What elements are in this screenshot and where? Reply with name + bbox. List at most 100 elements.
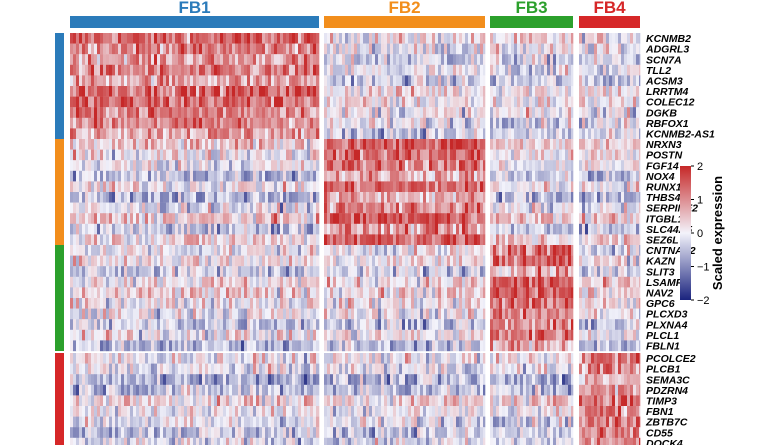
heatmap-cell	[420, 202, 424, 214]
heatmap-cell	[588, 287, 592, 299]
heatmap-cell	[357, 43, 361, 55]
heatmap-cell	[591, 223, 595, 235]
heatmap-cell	[187, 213, 191, 224]
heatmap-cell	[118, 287, 122, 299]
heatmap-cell	[348, 107, 352, 118]
heatmap-cell	[130, 308, 134, 320]
heatmap-cell	[283, 255, 287, 267]
heatmap-cell	[73, 96, 77, 108]
heatmap-cell	[91, 170, 95, 182]
heatmap-cell	[462, 75, 466, 87]
heatmap-cell	[271, 223, 275, 235]
heatmap-cell	[462, 54, 466, 65]
heatmap-cell	[136, 64, 140, 76]
heatmap-cell	[139, 96, 143, 108]
heatmap-cell	[417, 192, 421, 203]
heatmap-cell	[532, 234, 536, 246]
heatmap-cell	[160, 139, 164, 150]
heatmap-cell	[253, 160, 257, 171]
heatmap-cell	[423, 255, 427, 267]
heatmap-cell	[444, 213, 448, 224]
heatmap-cell	[217, 223, 221, 235]
heatmap-cell	[253, 255, 257, 267]
heatmap-cell	[259, 202, 263, 214]
heatmap-cell	[229, 298, 233, 309]
heatmap-cell	[130, 287, 134, 299]
heatmap-cell	[280, 255, 284, 267]
heatmap-cell	[154, 255, 158, 267]
heatmap-cell	[591, 245, 595, 256]
heatmap-cell	[106, 287, 110, 299]
heatmap-cell	[220, 202, 224, 214]
heatmap-cell	[562, 234, 566, 246]
heatmap-cell	[324, 266, 328, 277]
heatmap-cell	[529, 107, 533, 118]
heatmap-cell	[295, 33, 299, 44]
heatmap-cell	[432, 149, 436, 161]
heatmap-cell	[426, 234, 430, 246]
heatmap-cell	[414, 234, 418, 246]
heatmap-cell	[100, 287, 104, 299]
heatmap-cell	[429, 86, 433, 97]
heatmap-cell	[493, 287, 497, 299]
heatmap-cell	[241, 86, 245, 97]
heatmap-cell	[459, 96, 463, 108]
heatmap-cell	[612, 86, 616, 97]
heatmap-cell	[372, 170, 376, 182]
heatmap-cell	[336, 149, 340, 161]
heatmap-cell	[597, 107, 601, 118]
heatmap-cell	[181, 128, 185, 140]
heatmap-cell	[582, 43, 586, 55]
heatmap-cell	[259, 117, 263, 129]
heatmap-cell	[136, 202, 140, 214]
heatmap-cell	[112, 33, 116, 44]
heatmap-cell	[411, 192, 415, 203]
heatmap-cell	[369, 107, 373, 118]
heatmap-cell	[505, 160, 509, 171]
heatmap-cell	[342, 107, 346, 118]
heatmap-cell	[550, 107, 554, 118]
heatmap-cell	[124, 202, 128, 214]
heatmap-cell	[396, 245, 400, 256]
heatmap-cell	[606, 202, 610, 214]
heatmap-cell	[103, 202, 107, 214]
heatmap-cell	[76, 43, 80, 55]
heatmap-cell	[390, 43, 394, 55]
heatmap-cell	[106, 276, 110, 288]
heatmap-cell	[579, 75, 583, 87]
heatmap-cell	[127, 287, 131, 299]
heatmap-cell	[345, 33, 349, 44]
heatmap-cell	[85, 139, 89, 150]
heatmap-cell	[429, 266, 433, 277]
heatmap-cell	[205, 223, 209, 235]
heatmap-cell	[142, 223, 146, 235]
heatmap-cell	[292, 298, 296, 309]
heatmap-cell	[453, 64, 457, 76]
heatmap-cell	[345, 139, 349, 150]
heatmap-cell	[187, 43, 191, 55]
heatmap-cell	[103, 43, 107, 55]
heatmap-cell	[369, 266, 373, 277]
heatmap-cell	[283, 96, 287, 108]
heatmap-cell	[193, 192, 197, 203]
heatmap-cell	[559, 276, 563, 288]
heatmap-cell	[456, 287, 460, 299]
heatmap-cell	[411, 149, 415, 161]
heatmap-cell	[324, 170, 328, 182]
heatmap-cell	[520, 149, 524, 161]
heatmap-cell	[550, 128, 554, 140]
heatmap-cell	[538, 96, 542, 108]
heatmap-cell	[253, 298, 257, 309]
heatmap-cell	[360, 245, 364, 256]
heatmap-cell	[426, 64, 430, 76]
heatmap-cell	[639, 266, 641, 277]
heatmap-cell	[163, 234, 167, 246]
heatmap-cell	[381, 86, 385, 97]
heatmap-cell	[432, 192, 436, 203]
heatmap-cell	[166, 287, 170, 299]
heatmap-cell	[453, 96, 457, 108]
heatmap-cell	[130, 128, 134, 140]
heatmap-cell	[277, 54, 281, 65]
heatmap-cell	[106, 255, 110, 267]
heatmap-cell	[399, 276, 403, 288]
